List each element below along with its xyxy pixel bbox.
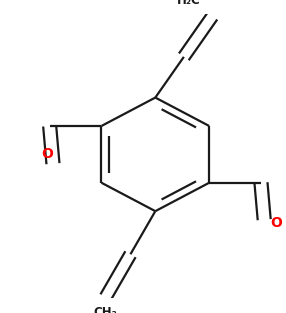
- Text: CH₂: CH₂: [94, 306, 118, 313]
- Text: O: O: [270, 216, 282, 230]
- Text: H₂C: H₂C: [177, 0, 200, 7]
- Text: O: O: [41, 147, 53, 161]
